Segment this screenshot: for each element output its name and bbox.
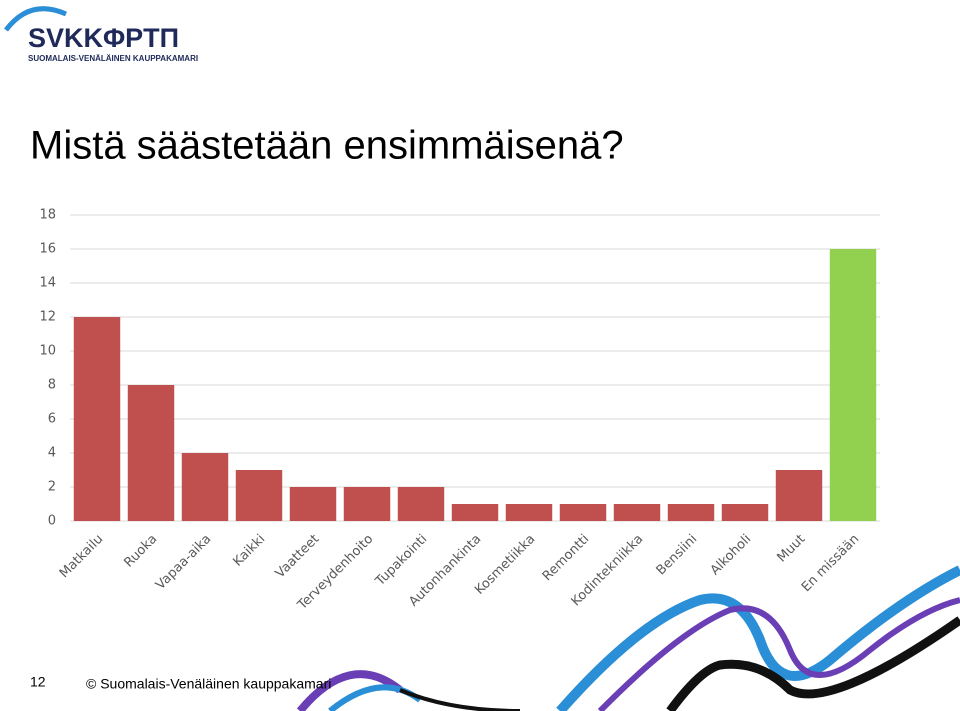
x-tick-label: Matkailu bbox=[57, 532, 107, 582]
y-tick-label: 14 bbox=[39, 276, 56, 291]
y-tick-label: 0 bbox=[48, 514, 56, 529]
y-tick-label: 6 bbox=[48, 412, 56, 427]
x-tick-label: Vaatteet bbox=[273, 532, 323, 582]
bar bbox=[397, 487, 445, 521]
bar bbox=[451, 504, 499, 521]
y-tick-label: 12 bbox=[39, 310, 56, 325]
bar bbox=[235, 470, 283, 521]
y-tick-label: 4 bbox=[48, 446, 56, 461]
bar bbox=[667, 504, 715, 521]
bar bbox=[829, 249, 877, 521]
bar bbox=[721, 504, 769, 521]
bar bbox=[613, 504, 661, 521]
x-tick-label: Ruoka bbox=[121, 532, 160, 571]
y-tick-label: 16 bbox=[39, 242, 56, 257]
x-tick-label: Vapaa-aika bbox=[153, 532, 214, 593]
bar bbox=[343, 487, 391, 521]
bar bbox=[775, 470, 823, 521]
decoration bbox=[296, 565, 960, 711]
y-tick-label: 18 bbox=[39, 208, 56, 223]
bar bbox=[289, 487, 337, 521]
chart-title: Mistä säästetään ensimmäisenä? bbox=[30, 124, 624, 168]
footer: © Suomalais-Venäläinen kauppakamari bbox=[86, 676, 331, 692]
logo-subtitle: SUOMALAIS-VENÄLÄINEN KAUPPAKAMARI bbox=[28, 54, 198, 63]
x-tick-label: Alkoholi bbox=[708, 532, 755, 579]
x-tick-label: Bensiini bbox=[654, 532, 701, 579]
x-tick-label: Muut bbox=[775, 532, 809, 566]
logo: SVKKΦPTП bbox=[28, 23, 179, 53]
page-number: 12 bbox=[30, 674, 46, 690]
bar bbox=[505, 504, 553, 521]
bar bbox=[181, 453, 229, 521]
x-tick-label: En missään bbox=[799, 532, 862, 595]
y-tick-label: 8 bbox=[48, 378, 56, 393]
y-tick-label: 10 bbox=[39, 344, 56, 359]
y-tick-label: 2 bbox=[48, 480, 56, 495]
bar bbox=[127, 385, 175, 521]
logo-swoosh bbox=[4, 6, 68, 32]
x-tick-label: Tupakointi bbox=[372, 532, 430, 590]
x-tick-label: Kaikki bbox=[230, 532, 268, 570]
x-tick-label: Remontti bbox=[540, 532, 592, 584]
bar bbox=[73, 317, 121, 521]
bar bbox=[559, 504, 607, 521]
